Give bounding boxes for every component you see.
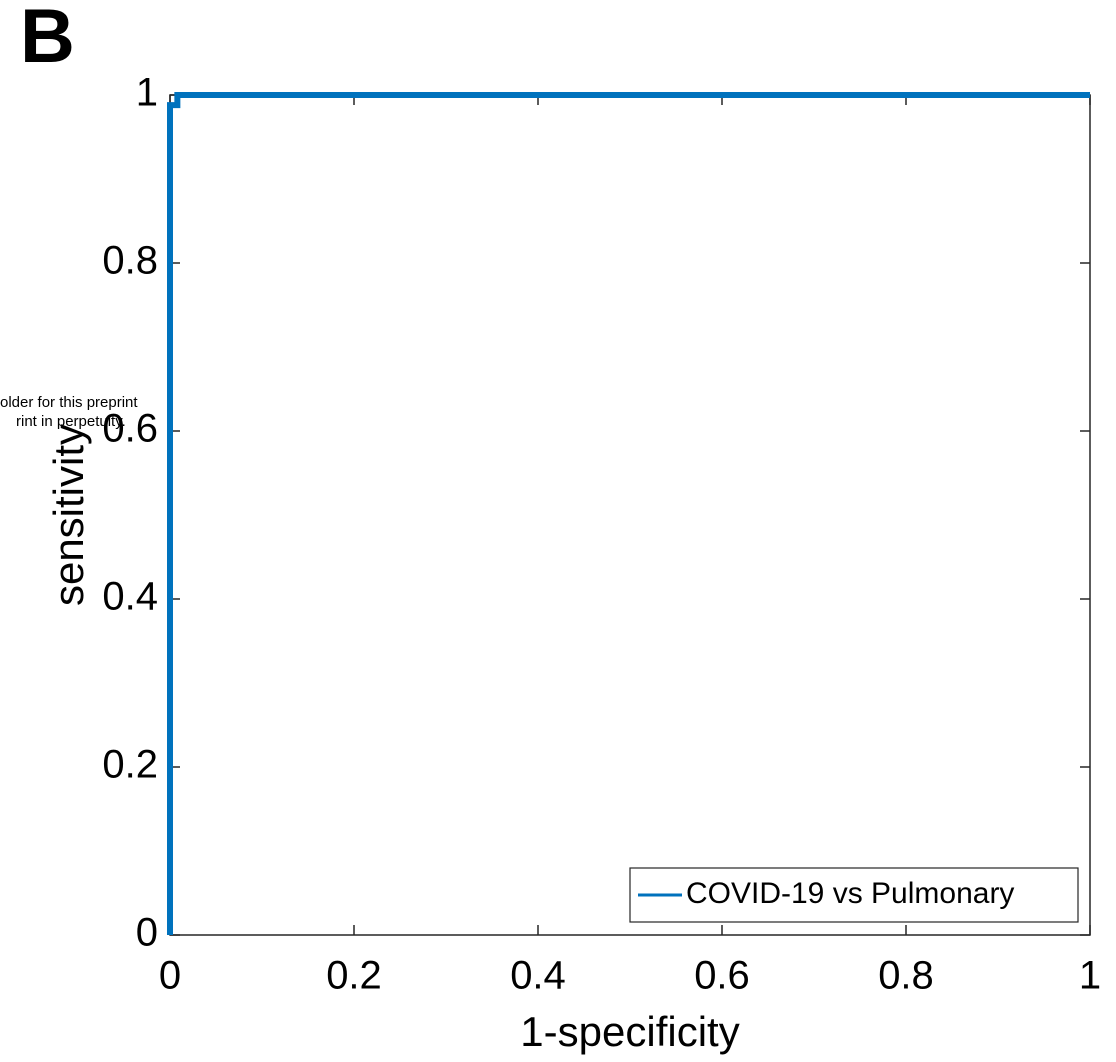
plot-frame (169, 94, 1091, 936)
x-tick-label: 0.2 (326, 954, 382, 998)
y-tick-label: 0.6 (102, 407, 158, 451)
legend-label: COVID-19 vs Pulmonary (686, 877, 1014, 910)
panel-label: B (20, 0, 75, 79)
y-tick-label: 0 (136, 911, 158, 955)
y-axis-label: sensitivity (45, 424, 92, 606)
x-tick-label: 0 (159, 954, 181, 998)
y-tick-label: 0.8 (102, 239, 158, 283)
legend-box (629, 867, 1079, 923)
x-axis-label: 1-specificity (520, 1008, 739, 1055)
watermark-text: rint in perpetuity. (16, 413, 126, 430)
x-tick-label: 0.8 (878, 954, 934, 998)
watermark-text: older for this preprint (0, 394, 138, 411)
x-tick-label: 0.6 (694, 954, 750, 998)
y-tick-label: 0.4 (102, 575, 158, 619)
roc-line (167, 92, 1090, 935)
x-tick-label: 0.4 (510, 954, 566, 998)
x-tick-label: 1 (1079, 954, 1101, 998)
y-tick-label: 1 (136, 71, 158, 115)
y-tick-label: 0.2 (102, 743, 158, 787)
